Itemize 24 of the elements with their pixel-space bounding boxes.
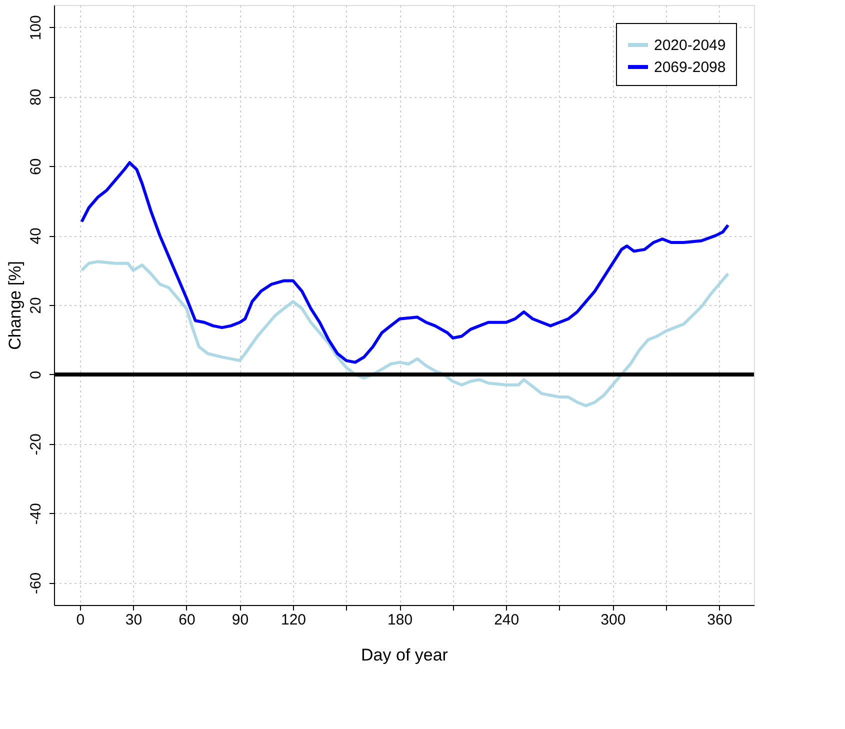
y-tick-label: -40 (28, 502, 44, 525)
y-tick-label: 20 (28, 297, 44, 314)
x-axis-title: Day of year (361, 646, 448, 664)
line-series (80, 260, 730, 408)
legend-label: 2069-2098 (654, 59, 726, 76)
x-tick-label: 30 (125, 612, 142, 628)
x-tick-label: 360 (707, 612, 732, 628)
y-tick-label: 40 (28, 228, 44, 244)
y-axis-title: Change [%] (6, 261, 24, 350)
legend-label: 2020-2049 (654, 37, 726, 54)
x-tick-label: 90 (232, 612, 249, 628)
y-tick-label: 100 (28, 15, 44, 40)
x-tick-label: 120 (281, 612, 306, 628)
x-tick-label: 300 (600, 612, 626, 628)
x-tick-label: 60 (178, 612, 196, 628)
y-tick-label: 80 (28, 88, 44, 106)
x-tick-label: 0 (76, 612, 85, 628)
x-tick-label: 240 (494, 612, 520, 628)
y-tick-label: -20 (28, 434, 44, 456)
line-series (80, 161, 730, 364)
y-tick-label: 60 (28, 158, 44, 175)
y-tick-label: 0 (28, 370, 44, 380)
y-tick-label: -60 (28, 572, 44, 594)
x-tick-label: 180 (388, 612, 413, 628)
